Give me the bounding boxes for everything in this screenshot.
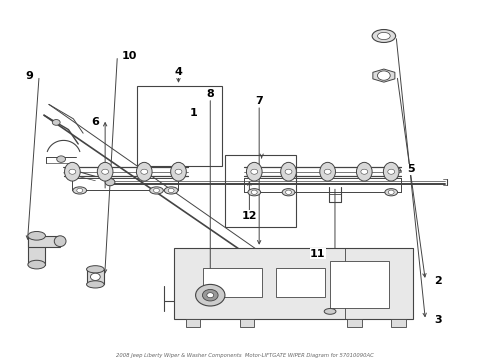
Circle shape bbox=[105, 179, 115, 186]
Circle shape bbox=[52, 120, 60, 125]
Ellipse shape bbox=[371, 30, 395, 42]
Ellipse shape bbox=[319, 162, 335, 181]
Circle shape bbox=[360, 169, 367, 174]
Ellipse shape bbox=[282, 189, 294, 196]
Circle shape bbox=[285, 190, 291, 194]
Ellipse shape bbox=[246, 162, 262, 181]
Ellipse shape bbox=[28, 260, 45, 269]
Bar bbox=[329, 261, 388, 308]
Text: 2: 2 bbox=[433, 276, 441, 286]
Ellipse shape bbox=[356, 162, 371, 181]
Circle shape bbox=[206, 293, 213, 298]
Bar bbox=[224, 155, 295, 227]
Text: 2008 Jeep Liberty Wiper & Washer Components  Motor-LIFTGATE WIPER Diagram for 57: 2008 Jeep Liberty Wiper & Washer Compone… bbox=[115, 353, 373, 358]
Circle shape bbox=[90, 273, 100, 280]
Ellipse shape bbox=[64, 162, 80, 181]
Text: 8: 8 bbox=[206, 89, 214, 99]
Ellipse shape bbox=[247, 189, 260, 196]
Circle shape bbox=[324, 169, 330, 174]
Circle shape bbox=[387, 169, 394, 174]
Ellipse shape bbox=[54, 236, 66, 247]
Circle shape bbox=[57, 156, 65, 162]
Circle shape bbox=[387, 190, 393, 194]
Ellipse shape bbox=[384, 189, 397, 196]
Bar bbox=[28, 236, 60, 247]
Bar bbox=[276, 268, 325, 297]
Circle shape bbox=[250, 169, 257, 174]
Text: 5: 5 bbox=[406, 164, 414, 174]
Ellipse shape bbox=[383, 162, 398, 181]
Circle shape bbox=[141, 169, 147, 174]
Ellipse shape bbox=[280, 162, 296, 181]
Text: 4: 4 bbox=[174, 67, 182, 77]
Bar bbox=[239, 319, 254, 327]
Polygon shape bbox=[372, 69, 394, 82]
Circle shape bbox=[175, 169, 182, 174]
Bar bbox=[185, 319, 200, 327]
Text: 3: 3 bbox=[433, 315, 441, 325]
Text: 12: 12 bbox=[241, 211, 257, 221]
Bar bbox=[173, 248, 412, 319]
Text: 1: 1 bbox=[189, 108, 197, 118]
Ellipse shape bbox=[86, 281, 104, 288]
Circle shape bbox=[153, 188, 159, 193]
Circle shape bbox=[285, 169, 291, 174]
Ellipse shape bbox=[324, 309, 335, 314]
Bar bbox=[28, 236, 45, 265]
Ellipse shape bbox=[164, 187, 178, 194]
Circle shape bbox=[202, 289, 218, 301]
Circle shape bbox=[251, 190, 257, 194]
Bar bbox=[346, 319, 361, 327]
Circle shape bbox=[168, 188, 174, 193]
Ellipse shape bbox=[86, 266, 104, 273]
Circle shape bbox=[69, 169, 76, 174]
Ellipse shape bbox=[377, 32, 389, 40]
Text: 7: 7 bbox=[255, 96, 263, 106]
Ellipse shape bbox=[170, 162, 186, 181]
Ellipse shape bbox=[136, 162, 152, 181]
Text: 10: 10 bbox=[122, 51, 137, 61]
Ellipse shape bbox=[149, 187, 163, 194]
Ellipse shape bbox=[97, 162, 113, 181]
Ellipse shape bbox=[28, 231, 45, 240]
Circle shape bbox=[77, 188, 82, 193]
Circle shape bbox=[195, 284, 224, 306]
Ellipse shape bbox=[73, 187, 86, 194]
Text: 9: 9 bbox=[25, 71, 33, 81]
Circle shape bbox=[377, 71, 389, 80]
Circle shape bbox=[102, 169, 108, 174]
Text: 6: 6 bbox=[91, 117, 99, 127]
Text: 11: 11 bbox=[309, 249, 325, 259]
Bar bbox=[137, 86, 222, 166]
Bar bbox=[203, 268, 261, 297]
Bar bbox=[390, 319, 405, 327]
Bar bbox=[86, 269, 104, 284]
